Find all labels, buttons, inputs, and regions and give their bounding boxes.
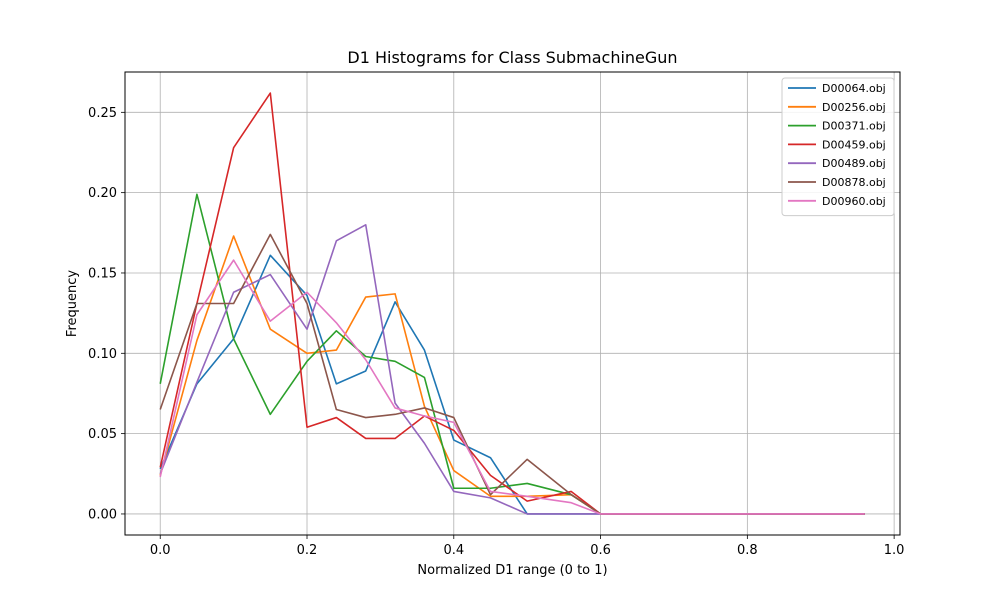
x-axis-label: Normalized D1 range (0 to 1) <box>417 563 607 578</box>
legend-label: D00960.obj <box>822 195 886 208</box>
x-tick-label: 0.6 <box>590 543 611 558</box>
x-tick-label: 0.0 <box>150 543 171 558</box>
ticks: 0.0 0.2 0.4 0.6 0.8 1.0 0.00 0.05 0.10 0.15 0.20 0.… <box>88 106 904 558</box>
y-tick-label: 0.10 <box>88 347 117 362</box>
legend-label: D00459.obj <box>822 138 886 151</box>
legend-label: D00256.obj <box>822 101 886 114</box>
legend-label: D00878.obj <box>822 176 886 189</box>
chart-title: D1 Histograms for Class SubmachineGun <box>347 48 677 67</box>
y-axis-label: Frequency <box>65 270 80 337</box>
y-tick-label: 0.15 <box>88 266 117 281</box>
plot-area <box>125 72 900 535</box>
x-tick-label: 0.2 <box>297 543 318 558</box>
legend-label: D00489.obj <box>822 157 886 170</box>
plot-frame <box>124 71 901 536</box>
legend-label: D00371.obj <box>822 120 886 133</box>
legend: D00064.obj D00256.obj D00371.obj D00459.obj… <box>781 77 895 217</box>
y-tick-label: 0.25 <box>88 106 117 121</box>
y-tick-label: 0.20 <box>88 186 117 201</box>
x-tick-label: 0.4 <box>443 543 464 558</box>
legend-label: D00064.obj <box>822 82 886 95</box>
y-tick-label: 0.05 <box>88 427 117 442</box>
x-tick-label: 1.0 <box>884 543 905 558</box>
series-line <box>159 259 865 515</box>
y-tick-label: 0.00 <box>88 507 117 522</box>
series-layer <box>159 92 865 515</box>
x-tick-label: 0.8 <box>737 543 758 558</box>
